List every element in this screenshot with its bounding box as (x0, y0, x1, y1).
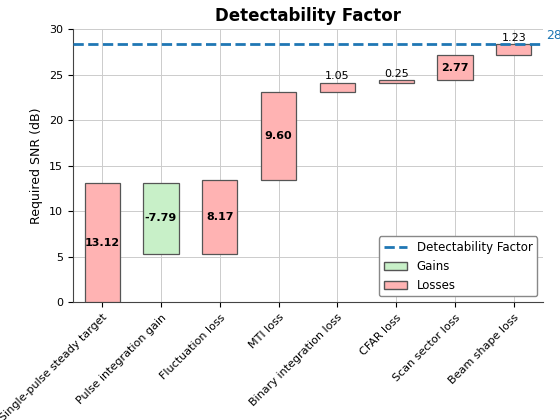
Text: 1.23: 1.23 (501, 33, 526, 42)
Text: 9.60: 9.60 (265, 131, 292, 141)
Y-axis label: Required SNR (dB): Required SNR (dB) (30, 108, 43, 224)
Text: 1.05: 1.05 (325, 71, 349, 81)
Text: 2.77: 2.77 (441, 63, 469, 73)
Text: 13.12: 13.12 (85, 238, 120, 248)
Text: 8.17: 8.17 (206, 212, 234, 222)
Legend: Detectability Factor, Gains, Losses: Detectability Factor, Gains, Losses (379, 236, 537, 297)
Bar (379, 80, 414, 83)
Text: 0.25: 0.25 (384, 69, 409, 79)
Bar (85, 183, 120, 302)
Text: 28.42: 28.42 (546, 29, 560, 42)
Bar (320, 83, 355, 92)
Bar (143, 183, 179, 254)
Bar (261, 92, 296, 180)
Bar (496, 44, 531, 55)
Bar (202, 179, 237, 254)
Bar (437, 55, 473, 80)
Text: -7.79: -7.79 (145, 213, 177, 223)
Title: Detectability Factor: Detectability Factor (215, 7, 401, 25)
